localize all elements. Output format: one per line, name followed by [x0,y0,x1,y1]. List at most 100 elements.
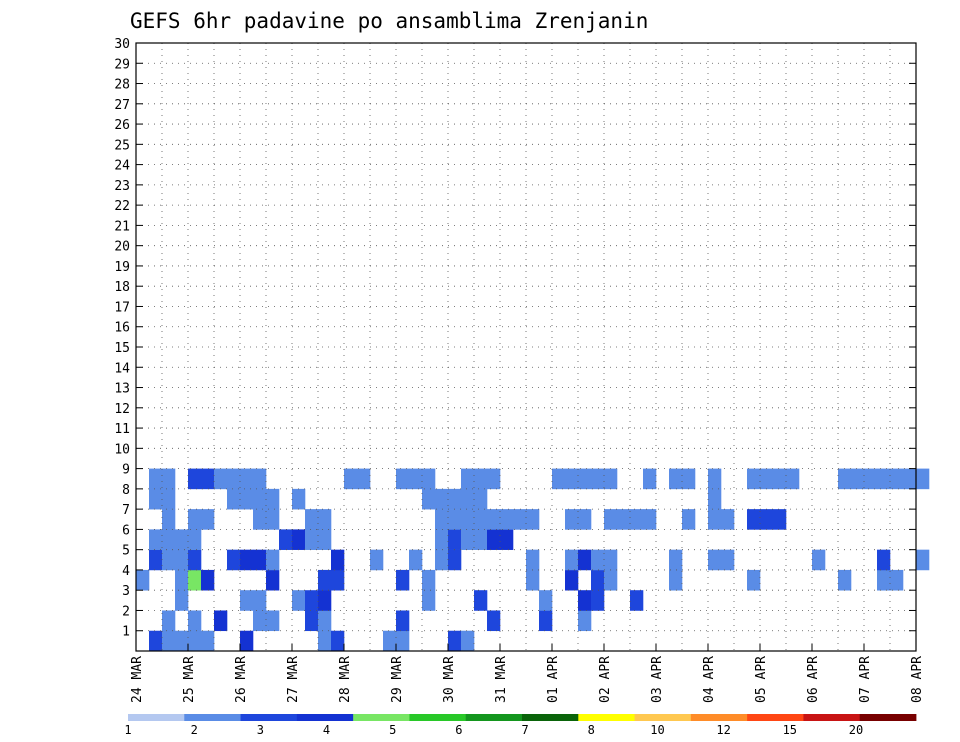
heatmap-cell [227,549,241,571]
heatmap-cell [292,488,306,510]
x-tick-label: 04 APR [702,656,717,703]
heatmap-cell [474,509,488,530]
heatmap-cell [461,468,475,490]
colorbar-swatch [465,714,523,721]
heatmap-cell [149,549,163,571]
heatmap-cell [188,630,202,652]
heatmap-cell [188,529,202,550]
y-tick-label: 21 [114,219,130,234]
heatmap-cell [565,569,579,591]
heatmap-cell [396,630,410,652]
x-tick-label: 30 MAR [442,656,457,703]
heatmap-cell [604,468,618,490]
heatmap-cell [318,630,332,652]
y-tick-label: 4 [122,564,130,579]
heatmap-cell [435,549,449,571]
heatmap-cell [669,549,683,571]
heatmap-cell [266,509,280,530]
heatmap-cell [773,509,787,530]
heatmap-cell [240,630,254,652]
y-tick-label: 26 [114,118,130,133]
x-tick-label: 25 MAR [182,656,197,703]
heatmap-cell [877,569,891,591]
heatmap-cell [253,509,267,530]
y-tick-label: 12 [114,402,130,417]
colorbar: 1 2 3 4 5 6 7 8 10 12 15 20 [124,714,917,737]
heatmap-cell [591,590,605,611]
heatmap-cell [370,549,384,571]
y-tick-label: 17 [114,300,130,315]
heatmap-cell [435,529,449,550]
x-tick-label: 29 MAR [390,656,405,703]
heatmap-cell [474,468,488,490]
heatmap-cell [448,529,462,550]
heatmap-cell [604,549,618,571]
heatmap-cell [552,468,566,490]
colorbar-swatch [128,714,185,721]
heatmap-cell [630,509,644,530]
heatmap-cell [578,590,592,611]
y-tick-label: 22 [114,199,130,214]
heatmap-cell [851,468,865,490]
heatmap-cell [877,468,891,490]
heatmap-cell [240,468,254,490]
x-tick-label: 08 APR [910,656,925,703]
heatmap-cell [539,610,553,632]
colorbar-tick-label: 20 [849,723,863,737]
heatmap-cell [760,509,774,530]
heatmap-cell [422,590,436,611]
colorbar-swatch [859,714,917,721]
heatmap-cell [149,488,163,510]
heatmap-cell [877,549,891,571]
chart-title: GEFS 6hr padavine po ansamblima Zrenjani… [130,9,648,33]
heatmap-cell [721,549,735,571]
heatmap-cell [292,529,306,550]
heatmap-cell [708,488,722,510]
heatmap-cell [188,610,202,632]
heatmap-cell [266,488,280,510]
heatmap-cell [227,468,241,490]
heatmap-cell [305,610,319,632]
heatmap-cell [305,509,319,530]
y-tick-label: 18 [114,280,130,295]
y-tick-label: 5 [122,544,130,559]
heatmap-cell [318,529,332,550]
heatmap-cell [461,488,475,510]
heatmap-cell [162,630,176,652]
heatmap-cell [448,549,462,571]
grid-layer [136,43,916,651]
heatmap-cell [578,509,592,530]
colorbar-swatch [522,714,579,721]
x-tick-label: 02 APR [598,656,613,703]
heatmap-cell [513,509,527,530]
heatmap-cell [760,468,774,490]
heatmap-cell [487,468,501,490]
heatmap-cell [916,468,930,490]
heatmap-cell [435,488,449,510]
heatmap-cell [175,529,189,550]
heatmap-cell [812,549,826,571]
colorbar-swatch [240,714,298,721]
y-tick-label: 1 [122,625,130,640]
colorbar-tick-label: 7 [521,723,528,737]
heatmap-cell [162,549,176,571]
heatmap-cell [578,549,592,571]
y-tick-label: 8 [122,483,130,498]
heatmap-cell [318,509,332,530]
heatmap-cell [591,549,605,571]
heatmap-cell [136,569,150,591]
x-tick-label: 31 MAR [494,656,509,703]
heatmap-cell [214,468,228,490]
heatmap-cell [448,488,462,510]
heatmap-cell [357,468,371,490]
y-tick-label: 11 [114,422,130,437]
colorbar-tick-label: 5 [389,723,396,737]
heatmap-cell [565,468,579,490]
heatmap-cell [526,509,540,530]
colorbar-swatch [578,714,635,721]
heatmap-cell [578,468,592,490]
heatmap-cell [318,610,332,632]
heatmap-cell [747,569,761,591]
heatmap-cell [331,569,345,591]
heatmap-cell [396,468,410,490]
